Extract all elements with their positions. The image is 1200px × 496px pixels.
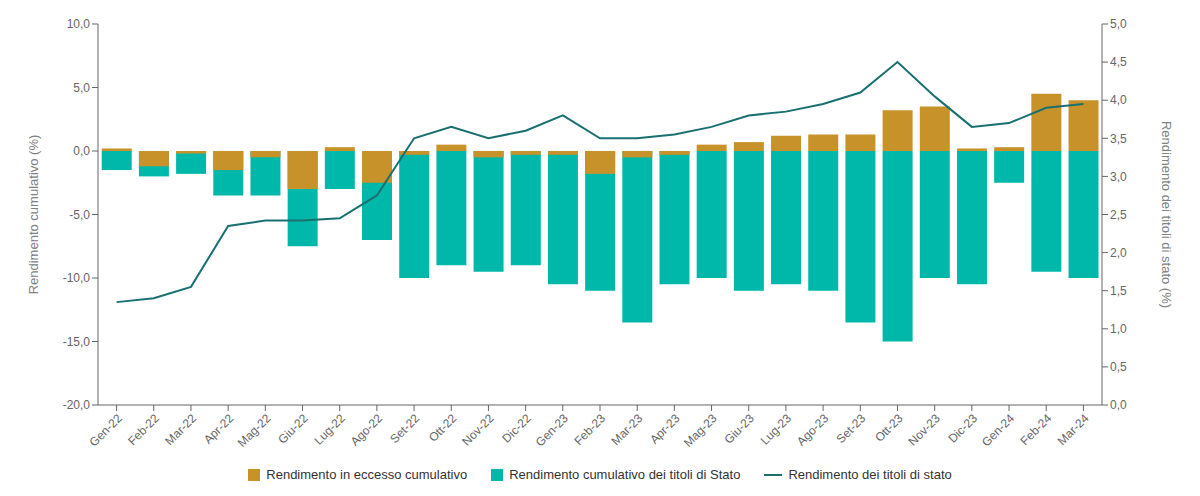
svg-text:Set-22: Set-22 <box>387 411 422 446</box>
svg-text:0,5: 0,5 <box>1110 360 1127 374</box>
svg-text:Feb-23: Feb-23 <box>571 411 608 448</box>
svg-text:0,0: 0,0 <box>1110 398 1127 412</box>
svg-text:Mar-23: Mar-23 <box>609 411 646 448</box>
svg-text:Lug-22: Lug-22 <box>312 411 349 448</box>
svg-text:2,5: 2,5 <box>1110 208 1127 222</box>
svg-text:Rendimento cumulativo (%): Rendimento cumulativo (%) <box>26 135 41 295</box>
svg-text:2,0: 2,0 <box>1110 246 1127 260</box>
svg-text:Feb-24: Feb-24 <box>1018 411 1055 448</box>
svg-text:Mar-24: Mar-24 <box>1055 411 1092 448</box>
svg-text:Nov-22: Nov-22 <box>459 411 496 448</box>
svg-text:5,0: 5,0 <box>1110 17 1127 31</box>
svg-text:1,5: 1,5 <box>1110 284 1127 298</box>
svg-text:3,5: 3,5 <box>1110 132 1127 146</box>
html-text:Rendimento dei titoli di stato: Rendimento dei titoli di stato <box>788 467 952 482</box>
svg-text:Ott-22: Ott-22 <box>426 411 460 445</box>
svg-text:Gen-22: Gen-22 <box>87 411 125 449</box>
svg-text:Ago-22: Ago-22 <box>348 411 385 448</box>
svg-text:Apr-22: Apr-22 <box>201 411 237 447</box>
svg-text:Dic-22: Dic-22 <box>499 411 534 446</box>
svg-text:Nov-23: Nov-23 <box>906 411 943 448</box>
svg-text:Apr-23: Apr-23 <box>647 411 683 447</box>
svg-text:-10,0: -10,0 <box>63 271 91 285</box>
html-text:Rendimento cumulativo dei tito: Rendimento cumulativo dei titoli di Stat… <box>509 467 741 482</box>
svg-text:1,0: 1,0 <box>1110 322 1127 336</box>
svg-text:Giu-23: Giu-23 <box>722 411 758 447</box>
svg-text:Gen-24: Gen-24 <box>979 411 1017 449</box>
svg-text:5,0: 5,0 <box>73 81 90 95</box>
svg-text:0,0: 0,0 <box>73 144 90 158</box>
svg-text:4,0: 4,0 <box>1110 93 1127 107</box>
svg-text:4,5: 4,5 <box>1110 55 1127 69</box>
svg-text:Dic-23: Dic-23 <box>946 411 981 446</box>
svg-text:Mag-23: Mag-23 <box>681 411 720 450</box>
svg-text:Lug-23: Lug-23 <box>758 411 795 448</box>
svg-text:Mag-22: Mag-22 <box>235 411 274 450</box>
svg-text:Rendimento dei titoli di stato: Rendimento dei titoli di stato (%) <box>1159 121 1174 308</box>
svg-text:Mar-22: Mar-22 <box>162 411 199 448</box>
html-text:Rendimento in eccesso cumulati: Rendimento in eccesso cumulativo <box>266 467 468 482</box>
svg-text:Set-23: Set-23 <box>834 411 869 446</box>
svg-text:Gen-23: Gen-23 <box>533 411 571 449</box>
svg-text:Giu-22: Giu-22 <box>275 411 311 447</box>
svg-text:Feb-22: Feb-22 <box>125 411 162 448</box>
svg-text:Ago-23: Ago-23 <box>794 411 831 448</box>
svg-text:-15,0: -15,0 <box>63 335 91 349</box>
svg-text:3,0: 3,0 <box>1110 170 1127 184</box>
svg-text:Ott-23: Ott-23 <box>872 411 906 445</box>
svg-text:-5,0: -5,0 <box>69 208 90 222</box>
svg-text:-20,0: -20,0 <box>63 398 91 412</box>
svg-text:10,0: 10,0 <box>67 17 91 31</box>
